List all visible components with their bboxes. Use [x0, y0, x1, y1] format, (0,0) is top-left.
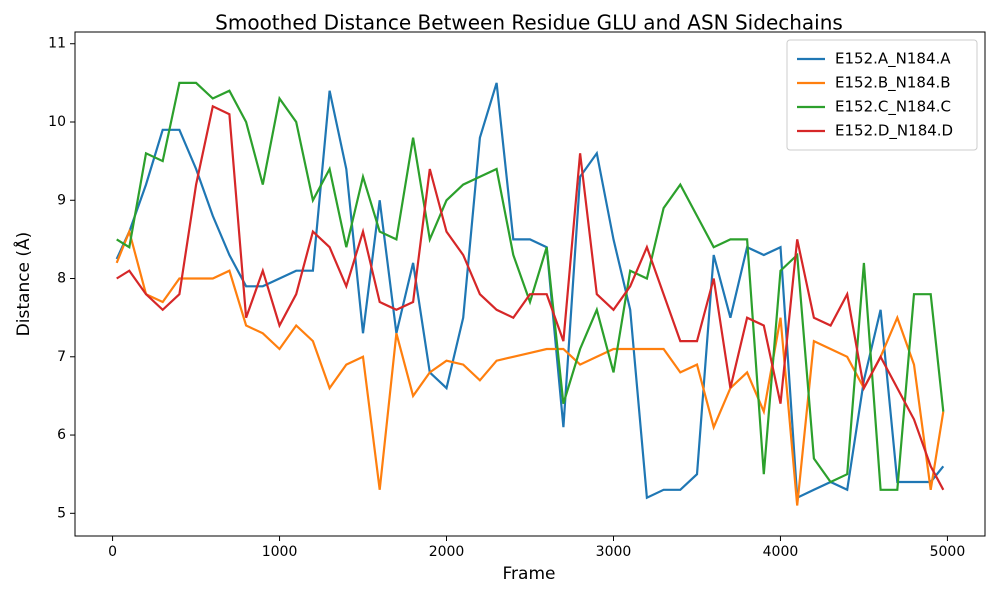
chart-title: Smoothed Distance Between Residue GLU an…: [215, 11, 843, 35]
x-tick-label: 0: [108, 544, 117, 560]
y-tick-label: 9: [57, 192, 66, 208]
y-tick-label: 10: [48, 114, 66, 130]
legend-label: E152.B_N184.B: [835, 74, 951, 93]
x-tick-label: 2000: [429, 544, 465, 560]
y-tick-label: 6: [57, 427, 66, 443]
x-tick-label: 4000: [763, 544, 799, 560]
legend-label: E152.C_N184.C: [835, 98, 951, 117]
legend-box: [786, 39, 978, 151]
y-tick-label: 7: [57, 349, 66, 365]
y-tick-label: 8: [57, 271, 66, 287]
series-line: [116, 104, 945, 491]
legend-label: E152.D_N184.D: [835, 122, 953, 141]
legend-label: E152.A_N184.A: [835, 50, 951, 69]
x-axis-label: Frame: [503, 564, 556, 584]
series-line: [116, 81, 945, 491]
y-axis-label: Distance (Å): [12, 232, 34, 337]
x-tick-label: 5000: [930, 544, 966, 560]
y-tick-label: 11: [48, 36, 66, 52]
x-tick-label: 3000: [596, 544, 632, 560]
plot-frame: [74, 31, 986, 537]
x-tick-label: 1000: [262, 544, 298, 560]
series-line: [115, 82, 945, 500]
legend: E152.A_N184.A E152.B_N184.B E152.C_N184.C E…: [786, 39, 978, 151]
y-tick-label: 5: [57, 505, 66, 521]
